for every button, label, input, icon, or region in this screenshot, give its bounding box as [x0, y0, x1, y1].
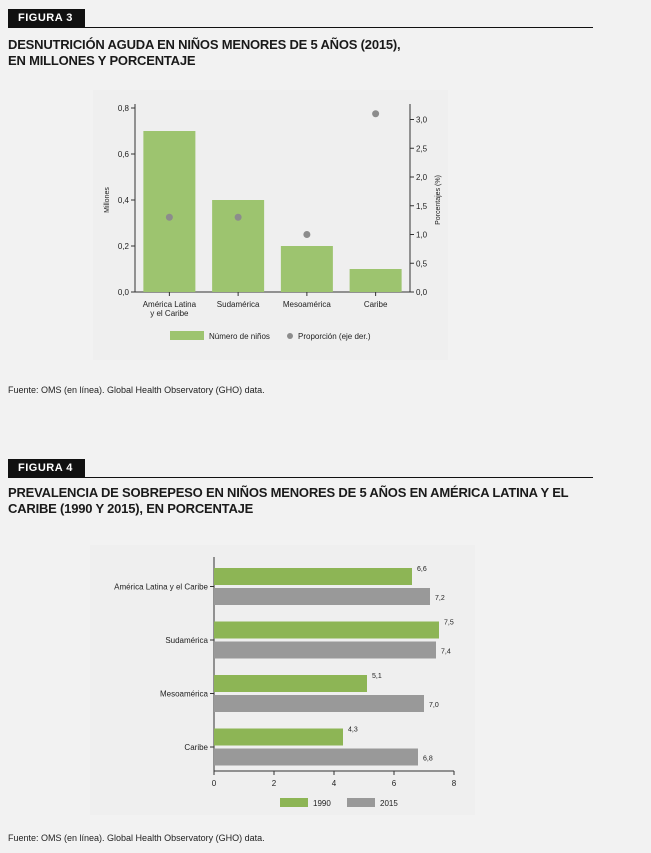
figure3-title-line-1: DESNUTRICIÓN AGUDA EN NIÑOS MENORES DE 5…	[8, 37, 401, 52]
chart1-y-tick-label: 0,2	[118, 242, 130, 251]
chart1-point	[165, 213, 173, 221]
chart2-x-tick-label: 0	[212, 779, 217, 788]
chart1-x-tick-label: y el Caribe	[150, 309, 189, 318]
chart1-legend-label-points: Proporción (eje der.)	[298, 332, 371, 341]
figure3-source: Fuente: OMS (en línea). Global Health Ob…	[8, 385, 265, 395]
chart1-bar	[143, 131, 196, 292]
chart2-data-label-2015: 7,0	[429, 702, 439, 709]
chart2-legend-label-1990: 1990	[313, 799, 331, 808]
chart2-data-label-2015: 7,4	[441, 649, 451, 656]
chart1-y-tick-label: 0,8	[118, 104, 130, 113]
chart1-y-tick-label: 0,0	[118, 288, 130, 297]
chart2-bar-2015	[214, 695, 424, 712]
figure3-chart: 0,0 0,2 0,4 0,6 0,8 Millones 0,0 0,5 1,0 1,5 2,0 2,…	[93, 90, 448, 360]
chart2-bar-2015	[214, 588, 430, 605]
chart1-x-tick-label: Caribe	[364, 300, 388, 309]
chart1-y2-tick-label: 2,0	[416, 173, 428, 182]
chart2-bar-2015	[214, 748, 418, 766]
chart1-point	[372, 110, 380, 118]
chart1-bar	[280, 246, 333, 292]
chart1-y-axis-label: Millones	[104, 187, 111, 213]
chart2-data-label-1990: 6,6	[417, 566, 427, 573]
figure3-rule	[8, 27, 593, 28]
figure3-title-line-2: EN MILLONES Y PORCENTAJE	[8, 53, 196, 68]
figure4-chart: 0 2 4 6 8 6,6 7,2 América Latina y el Caribe 7,5…	[90, 545, 475, 815]
figure3-title: DESNUTRICIÓN AGUDA EN NIÑOS MENORES DE 5…	[8, 37, 608, 69]
chart2-x-tick-label: 8	[452, 779, 457, 788]
figure4-tag: FIGURA 4	[8, 459, 85, 477]
chart2-bar-1990	[214, 568, 412, 585]
chart2-y-tick-label: Mesoamérica	[160, 690, 209, 699]
chart1-y2-tick-label: 3,0	[416, 116, 428, 125]
chart2-legend-swatch-2015	[347, 798, 375, 807]
chart1-x-tick-label: Mesoamérica	[283, 300, 332, 309]
figure3-tag: FIGURA 3	[8, 9, 85, 27]
chart2-bar-2015	[214, 641, 436, 659]
chart2-legend-swatch-1990	[280, 798, 308, 807]
chart1-y2-tick-label: 0,5	[416, 259, 428, 268]
chart1-y2-tick-label: 1,0	[416, 231, 428, 240]
chart1-x-tick-label: América Latina	[143, 300, 197, 309]
figure4-title-line-2: CARIBE (1990 Y 2015), EN PORCENTAJE	[8, 501, 254, 516]
chart2-data-label-2015: 7,2	[435, 595, 445, 602]
chart1-y-tick-label: 0,4	[118, 196, 130, 205]
chart2-y-tick-label: Caribe	[184, 743, 208, 752]
figure4-title-line-1: PREVALENCIA DE SOBREPESO EN NIÑOS MENORE…	[8, 485, 569, 500]
chart2-bar-1990	[214, 621, 439, 639]
chart1-legend-label-bars: Número de niños	[209, 332, 270, 341]
chart2-x-tick-label: 6	[392, 779, 397, 788]
figure4-source: Fuente: OMS (en línea). Global Health Ob…	[8, 833, 265, 843]
chart2-data-label-1990: 4,3	[348, 727, 358, 734]
chart2-data-label-1990: 5,1	[372, 673, 382, 680]
chart2-data-label-2015: 6,8	[423, 756, 433, 763]
chart2-bar-1990	[214, 728, 343, 746]
chart2-y-tick-label: América Latina y el Caribe	[114, 583, 208, 592]
chart1-bar	[349, 269, 402, 292]
chart1-y2-tick-label: 0,0	[416, 288, 428, 297]
chart1-point	[303, 231, 311, 238]
chart1-y2-tick-label: 2,5	[416, 144, 428, 153]
figure4-rule	[8, 477, 593, 478]
chart2-y-tick-label: Sudamérica	[165, 636, 208, 645]
chart2-x-tick-label: 2	[272, 779, 277, 788]
figure4-title: PREVALENCIA DE SOBREPESO EN NIÑOS MENORE…	[8, 485, 608, 517]
chart1-point	[234, 213, 242, 221]
chart1-legend-swatch-points	[287, 333, 293, 339]
chart1-legend-swatch-bars	[170, 331, 204, 340]
chart1-y-tick-label: 0,6	[118, 150, 130, 159]
chart1-y2-tick-label: 1,5	[416, 202, 428, 211]
chart2-x-tick-label: 4	[332, 779, 337, 788]
chart2-data-label-1990: 7,5	[444, 620, 454, 627]
chart1-x-tick-label: Sudamérica	[217, 300, 260, 309]
chart2-bar-1990	[214, 675, 367, 692]
chart2-legend-label-2015: 2015	[380, 799, 398, 808]
chart1-y2-axis-label: Porcentajes (%)	[435, 175, 442, 225]
